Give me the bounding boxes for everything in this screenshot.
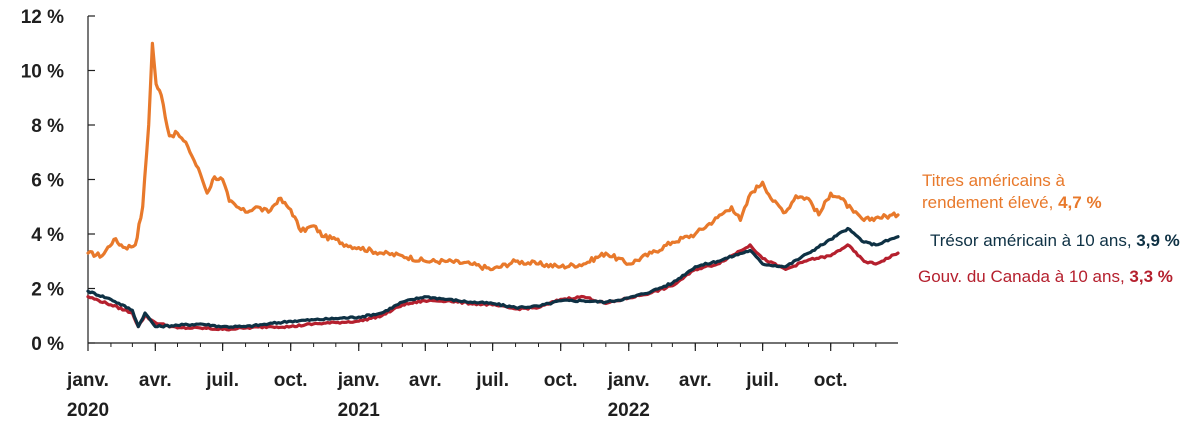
axes: 0 % 2 % 4 % 6 % 8 % 10 % 12 % janv. avr. juil. oct… [21,7,898,421]
x-tick-label: oct. [814,370,848,391]
series-end-value: 3,9 % [1136,231,1179,250]
x-year-label: 2022 [608,400,650,421]
x-tick-label: oct. [274,370,308,391]
y-tick-label: 4 % [31,225,64,246]
x-tick-label: janv. [66,370,109,391]
series-end-value: 4,7 % [1058,193,1101,212]
y-tick-label: 10 % [21,62,64,83]
x-year-label: 2020 [67,400,109,421]
y-tick-label: 6 % [31,171,64,192]
series-labels: Titres américains à rendement élevé, 4,7 … [918,171,1180,286]
series-label: Trésor américain à 10 ans, 3,9 % [930,231,1180,250]
series-label: Gouv. du Canada à 10 ans, 3,3 % [918,267,1173,286]
x-tick-label: juil. [475,370,509,391]
series-label: rendement élevé, 4,7 % [922,193,1102,212]
y-tick-label: 2 % [31,280,64,301]
x-tick-label: avr. [409,370,442,391]
x-year-label: 2021 [338,400,381,421]
x-tick-label: juil. [745,370,779,391]
series-lines [86,41,900,332]
x-tick-label: avr. [679,370,712,391]
x-tick-label: janv. [607,370,650,391]
series-end-value: 3,3 % [1129,267,1172,286]
series-line [86,41,900,272]
series-line [86,243,900,332]
y-tick-label: 12 % [21,7,64,28]
x-tick-label: avr. [139,370,172,391]
x-tick-label: juil. [205,370,239,391]
x-tick-label: janv. [337,370,380,391]
y-tick-label: 8 % [31,116,64,137]
series-label: Titres américains à [922,171,1066,190]
x-tick-label: oct. [544,370,578,391]
y-tick-label: 0 % [31,334,64,355]
series-line [86,226,900,329]
